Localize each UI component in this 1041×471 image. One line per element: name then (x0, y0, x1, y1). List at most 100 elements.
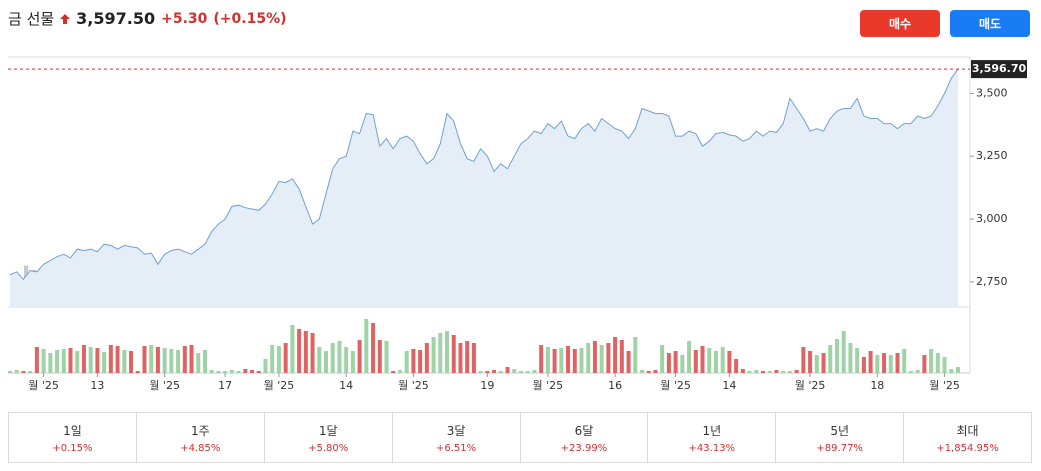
performance-cell[interactable]: 최대 +1,854.95% (904, 413, 1031, 462)
volume-bar (949, 369, 954, 373)
sell-button[interactable]: 매도 (950, 10, 1030, 37)
x-tick-label: 14 (722, 379, 736, 392)
volume-bar (841, 331, 846, 373)
volume-bar (613, 337, 618, 373)
period-change: +23.99% (560, 442, 608, 454)
volume-bar (364, 319, 369, 373)
volume-bar (754, 370, 759, 373)
performance-cell[interactable]: 1년 +43.13% (648, 413, 777, 462)
x-tick-label: 17 (218, 379, 232, 392)
volume-bar (646, 371, 651, 373)
volume-bar (14, 370, 19, 373)
performance-cell[interactable]: 5년 +89.77% (776, 413, 905, 462)
volume-bar (182, 346, 187, 373)
volume-bar (357, 340, 362, 373)
performance-cell[interactable]: 3달 +6.51% (393, 413, 521, 462)
volume-bar (922, 355, 927, 373)
volume-bar (666, 353, 671, 373)
volume-bar (176, 350, 181, 373)
volume-bar (283, 343, 288, 373)
volume-bar (855, 348, 860, 373)
volume-bar (935, 353, 940, 373)
change-percent: (+0.15%) (213, 10, 287, 27)
volume-bar (915, 370, 920, 373)
x-tick-label: 월 '25 (929, 379, 960, 392)
volume-bar (216, 371, 221, 373)
volume-bar (566, 346, 571, 373)
volume-bar (263, 359, 268, 373)
volume-bar (707, 348, 712, 373)
volume-bar (330, 343, 335, 373)
volume-bar (337, 341, 342, 373)
volume-bar (223, 371, 228, 373)
volume-bar (942, 357, 947, 373)
performance-cell[interactable]: 1주 +4.85% (137, 413, 265, 462)
period-change: +5.80% (308, 442, 349, 454)
volume-bar (834, 339, 839, 373)
period-label: 3달 (446, 423, 466, 438)
x-tick-label: 월 '25 (533, 379, 564, 392)
volume-bar (256, 371, 261, 373)
volume-bar (747, 371, 752, 373)
volume-bar (720, 347, 725, 373)
volume-bar (518, 371, 523, 373)
volume-bar (115, 346, 120, 373)
change: +5.30 (161, 10, 208, 27)
volume-bar (653, 370, 658, 373)
volume-bar (196, 353, 201, 373)
volume-bar (102, 352, 107, 373)
volume-bar (485, 371, 490, 373)
volume-bar (371, 323, 376, 373)
volume-bar (727, 351, 732, 373)
volume-bar (781, 371, 786, 373)
y-tick-label: 2,750 (976, 275, 1008, 288)
up-arrow (60, 13, 71, 24)
volume-bar (619, 340, 624, 373)
price: 3,597.50 (76, 9, 156, 28)
volume-bar (155, 347, 160, 373)
period-label: 1일 (63, 423, 82, 438)
x-tick-label: 월 '25 (149, 379, 180, 392)
volume-bar (189, 345, 194, 373)
x-tick-label: 19 (480, 379, 494, 392)
x-tick-label: 13 (90, 379, 104, 392)
volume-bar (814, 355, 819, 373)
instrument-title: 금 선물 (8, 10, 55, 28)
performance-cell[interactable]: 6달 +23.99% (521, 413, 649, 462)
volume-bar (88, 347, 93, 373)
volume-bar (740, 369, 745, 373)
period-change: +4.85% (180, 442, 221, 454)
volume-bar (384, 341, 389, 373)
volume-bar (418, 350, 423, 373)
volume-bar (868, 351, 873, 373)
volume-bar (122, 350, 127, 373)
period-label: 6달 (574, 423, 594, 438)
volume-bar (108, 345, 113, 373)
performance-cell[interactable]: 1일 +0.15% (9, 413, 137, 462)
volume-bar (592, 341, 597, 373)
x-tick-label: 월 '25 (398, 379, 429, 392)
volume-bar (787, 371, 792, 373)
volume-bar (431, 337, 436, 373)
performance-cell[interactable]: 1달 +5.80% (265, 413, 393, 462)
volume-bar (687, 341, 692, 373)
volume-bar (303, 331, 308, 373)
volume-bar (41, 349, 46, 373)
buy-button[interactable]: 매수 (860, 10, 940, 37)
x-tick-label: 월 '25 (660, 379, 691, 392)
volume-bar (700, 346, 705, 373)
period-change: +0.15% (52, 442, 93, 454)
period-label: 1달 (318, 423, 338, 438)
volume-bar (28, 371, 33, 373)
volume-bar (391, 371, 396, 373)
volume-bar (465, 341, 470, 373)
volume-bar (350, 351, 355, 373)
volume-bar (310, 333, 315, 373)
volume-bar (545, 347, 550, 373)
volume-bar (559, 348, 564, 373)
volume-bar (794, 370, 799, 373)
x-tick-label: 월 '25 (264, 379, 295, 392)
volume-bar (888, 355, 893, 373)
volume-bar (821, 353, 826, 373)
